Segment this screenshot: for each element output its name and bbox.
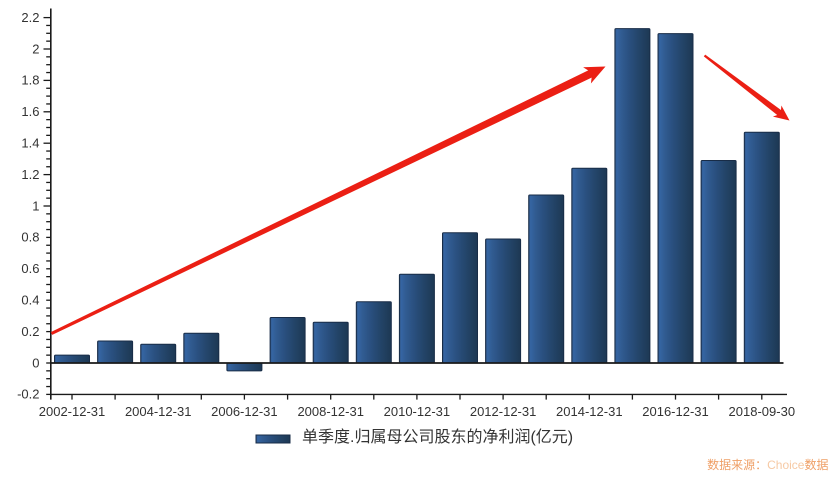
svg-text:0: 0: [32, 355, 39, 370]
svg-text:2006-12-31: 2006-12-31: [211, 404, 278, 419]
svg-text:2012-12-31: 2012-12-31: [470, 404, 537, 419]
svg-text:2008-12-31: 2008-12-31: [297, 404, 364, 419]
svg-text:2: 2: [32, 41, 39, 56]
svg-text:-0.2: -0.2: [17, 387, 39, 402]
svg-text:1.2: 1.2: [21, 167, 39, 182]
svg-text:0.4: 0.4: [21, 293, 39, 308]
svg-text:2014-12-31: 2014-12-31: [556, 404, 623, 419]
svg-text:0.6: 0.6: [21, 261, 39, 276]
svg-text:1.4: 1.4: [21, 136, 39, 151]
svg-text:2.2: 2.2: [21, 10, 39, 25]
svg-text:0.8: 0.8: [21, 230, 39, 245]
svg-text:1.8: 1.8: [21, 73, 39, 88]
svg-text:数据来源：Choice数据: 数据来源：Choice数据: [707, 457, 828, 472]
svg-text:0.2: 0.2: [21, 324, 39, 339]
svg-text:2004-12-31: 2004-12-31: [125, 404, 192, 419]
svg-text:1.6: 1.6: [21, 104, 39, 119]
svg-text:2016-12-31: 2016-12-31: [642, 404, 709, 419]
svg-text:2018-09-30: 2018-09-30: [729, 404, 796, 419]
svg-text:2002-12-31: 2002-12-31: [39, 404, 106, 419]
svg-text:2010-12-31: 2010-12-31: [384, 404, 451, 419]
svg-text:单季度.归属母公司股东的净利润(亿元): 单季度.归属母公司股东的净利润(亿元): [302, 428, 573, 446]
svg-text:1: 1: [32, 198, 39, 213]
